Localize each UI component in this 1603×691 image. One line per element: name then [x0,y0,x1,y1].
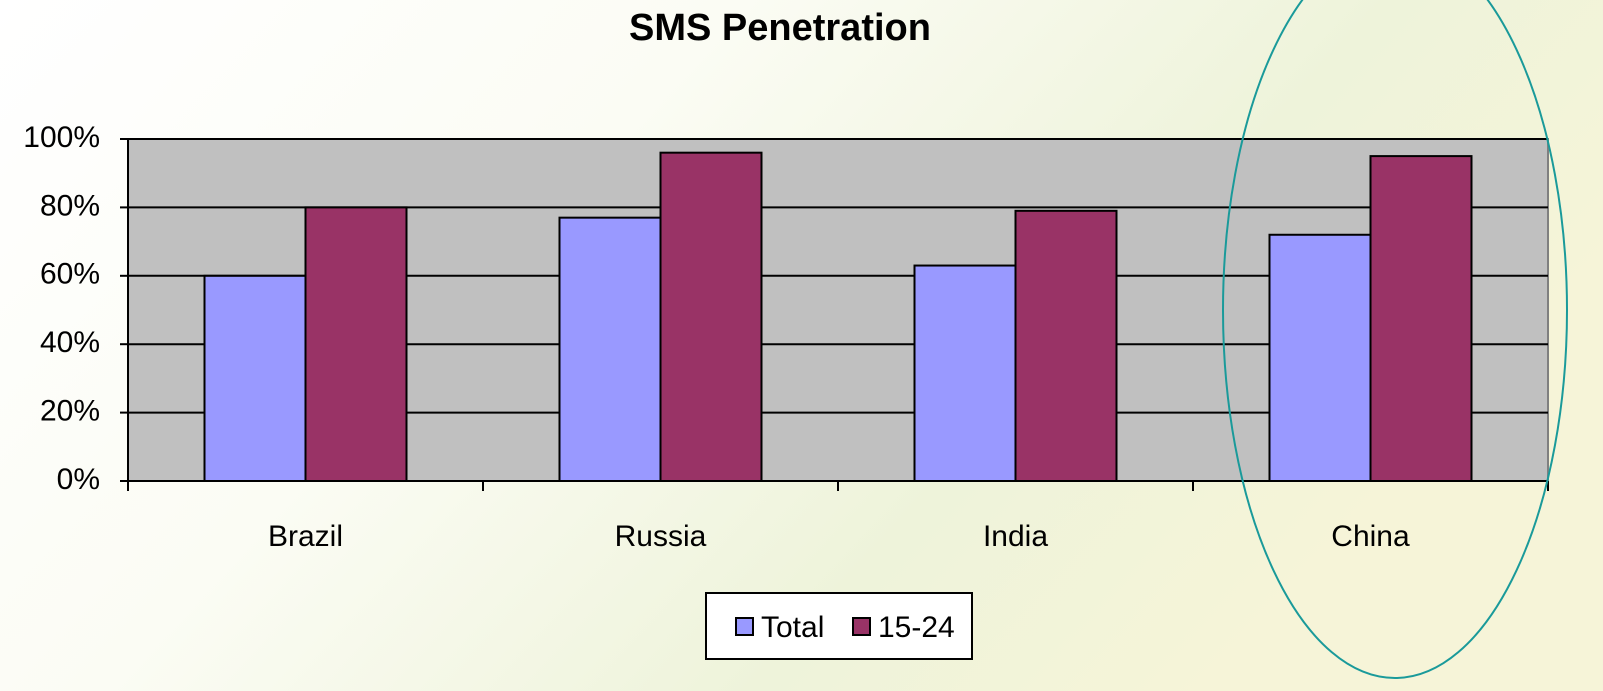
bar [659,151,763,482]
bar [304,206,408,482]
bar [558,216,662,482]
legend-label: Total [761,611,824,644]
bar [1369,155,1473,482]
x-tick-label: India [983,520,1048,553]
y-tick-label: 40% [40,326,100,359]
x-tick-label: China [1331,520,1410,553]
bar [1268,233,1372,482]
x-tick-label: Brazil [268,520,343,553]
y-tick-label: 0% [57,463,100,496]
legend-label: 15-24 [878,611,955,644]
legend-swatch [735,617,754,636]
bar [913,264,1017,483]
chart-title: SMS Penetration [629,7,931,49]
bar [1014,209,1118,482]
legend [705,592,973,660]
x-tick-label: Russia [615,520,707,553]
y-tick-label: 20% [40,395,100,428]
highlight-ellipse [1222,0,1568,679]
y-tick-label: 60% [40,258,100,291]
bar [203,274,307,482]
y-tick-label: 100% [23,121,100,154]
y-tick-label: 80% [40,189,100,222]
legend-swatch [852,617,871,636]
